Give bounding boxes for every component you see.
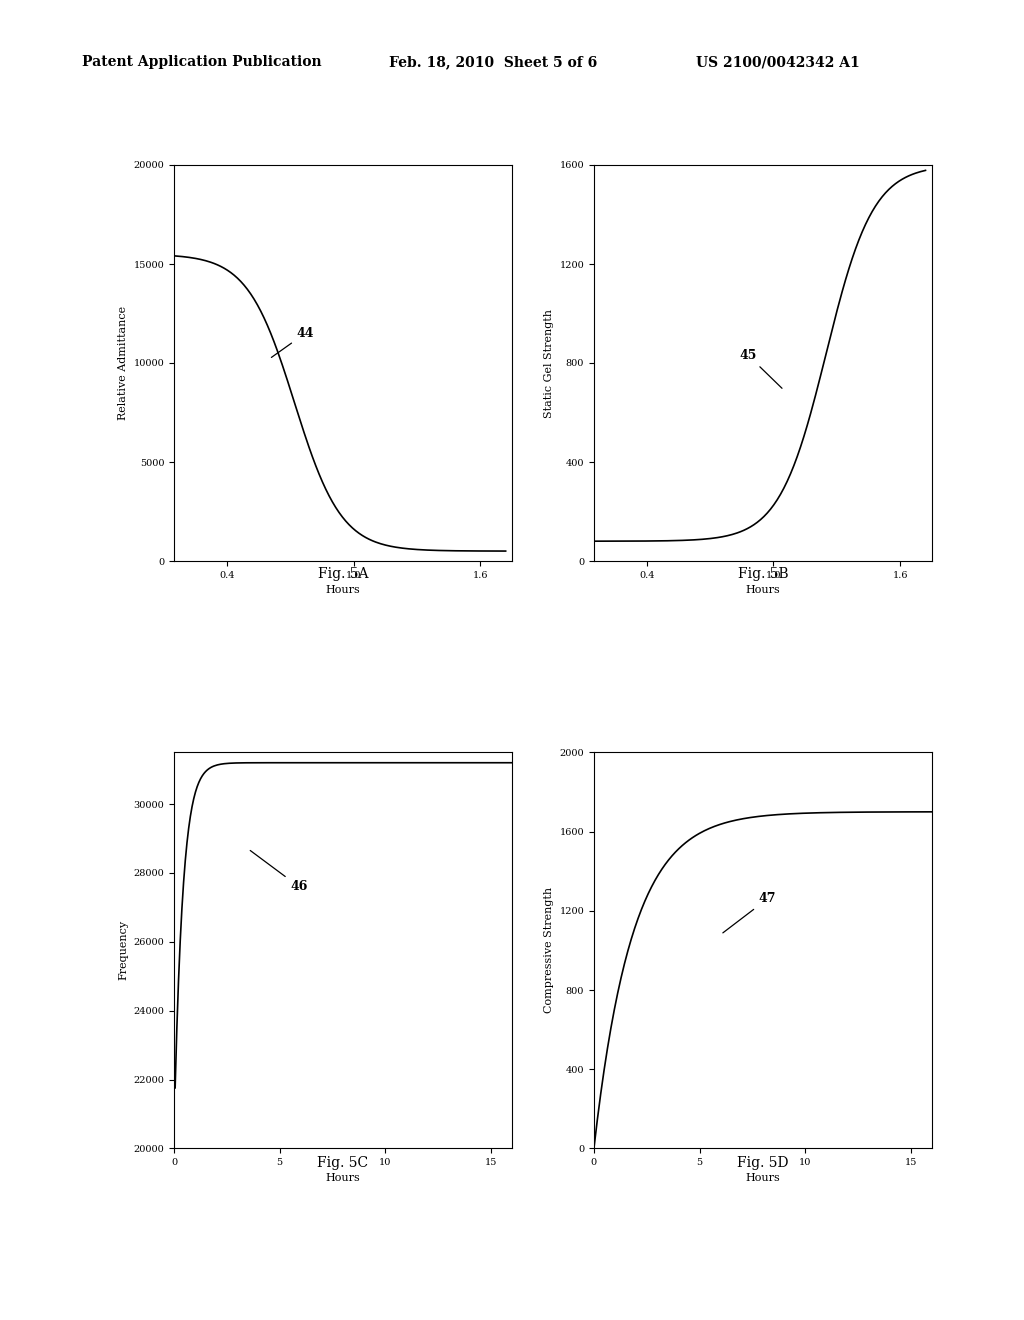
Y-axis label: Static Gel Strength: Static Gel Strength — [544, 309, 554, 417]
X-axis label: Hours: Hours — [745, 585, 780, 595]
Text: Fig. 5C: Fig. 5C — [317, 1156, 369, 1170]
X-axis label: Hours: Hours — [745, 1172, 780, 1183]
Text: US 2100/0042342 A1: US 2100/0042342 A1 — [696, 55, 860, 70]
X-axis label: Hours: Hours — [326, 585, 360, 595]
Text: 46: 46 — [250, 850, 307, 894]
Text: 47: 47 — [723, 892, 776, 933]
Y-axis label: Frequency: Frequency — [118, 920, 128, 981]
X-axis label: Hours: Hours — [326, 1172, 360, 1183]
Y-axis label: Relative Admittance: Relative Admittance — [118, 306, 128, 420]
Text: Feb. 18, 2010  Sheet 5 of 6: Feb. 18, 2010 Sheet 5 of 6 — [389, 55, 597, 70]
Text: Fig. 5B: Fig. 5B — [737, 568, 788, 581]
Text: 44: 44 — [271, 327, 314, 358]
Text: 45: 45 — [739, 348, 782, 388]
Text: Patent Application Publication: Patent Application Publication — [82, 55, 322, 70]
Y-axis label: Compressive Strength: Compressive Strength — [544, 887, 554, 1014]
Text: Fig. 5A: Fig. 5A — [317, 568, 369, 581]
Text: Fig. 5D: Fig. 5D — [737, 1156, 788, 1170]
